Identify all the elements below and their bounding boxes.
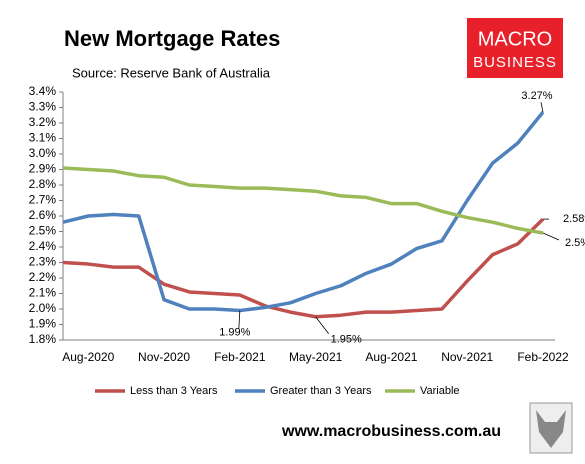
label-leader <box>540 102 544 113</box>
x-tick-label: Feb-2022 <box>517 350 569 364</box>
y-tick-label: 3.0% <box>29 146 57 160</box>
logo-box <box>467 18 563 78</box>
y-tick-label: 2.0% <box>29 301 57 315</box>
x-tick-label: Aug-2020 <box>62 350 114 364</box>
y-tick-label: 1.9% <box>29 317 57 331</box>
y-tick-label: 2.7% <box>29 193 57 207</box>
logo-text: BUSINESS <box>473 54 557 71</box>
legend-label: Greater than 3 Years <box>270 385 372 397</box>
y-tick-label: 2.9% <box>29 162 57 176</box>
y-tick-label: 3.2% <box>29 115 57 129</box>
logo-text: MACRO <box>478 28 552 50</box>
data-label: 1.95% <box>331 334 362 346</box>
data-label: 3.27% <box>521 90 552 102</box>
footer-url: www.macrobusiness.com.au <box>281 423 501 440</box>
y-tick-label: 3.3% <box>29 100 57 114</box>
x-tick-label: Feb-2021 <box>214 350 266 364</box>
label-leader <box>238 310 241 329</box>
series-line <box>62 166 544 235</box>
chart-title: New Mortgage Rates <box>64 26 280 51</box>
y-tick-label: 2.6% <box>29 208 57 222</box>
x-tick-label: Nov-2020 <box>138 350 190 364</box>
x-tick-label: Aug-2021 <box>365 350 417 364</box>
y-tick-label: 2.2% <box>29 270 57 284</box>
series-line <box>62 111 545 313</box>
label-leader <box>315 316 329 334</box>
legend-label: Variable <box>420 385 460 397</box>
y-tick-label: 2.1% <box>29 286 57 300</box>
y-tick-label: 2.3% <box>29 255 57 269</box>
legend-label: Less than 3 Years <box>130 385 218 397</box>
x-tick-label: Nov-2021 <box>441 350 493 364</box>
series-line <box>62 217 545 319</box>
data-label: 1.99% <box>219 326 250 338</box>
label-leader <box>542 232 560 241</box>
data-label: 2.5% <box>565 237 585 249</box>
x-tick-label: May-2021 <box>289 350 343 364</box>
y-tick-label: 2.5% <box>29 224 57 238</box>
y-tick-label: 2.4% <box>29 239 57 253</box>
y-tick-label: 2.8% <box>29 177 57 191</box>
y-tick-label: 1.8% <box>29 332 57 346</box>
y-tick-label: 3.4% <box>29 84 57 98</box>
data-label: 2.58% <box>563 213 585 225</box>
y-tick-label: 3.1% <box>29 131 57 145</box>
wolf-icon <box>529 402 573 454</box>
chart-subtitle: Source: Reserve Bank of Australia <box>72 65 271 80</box>
